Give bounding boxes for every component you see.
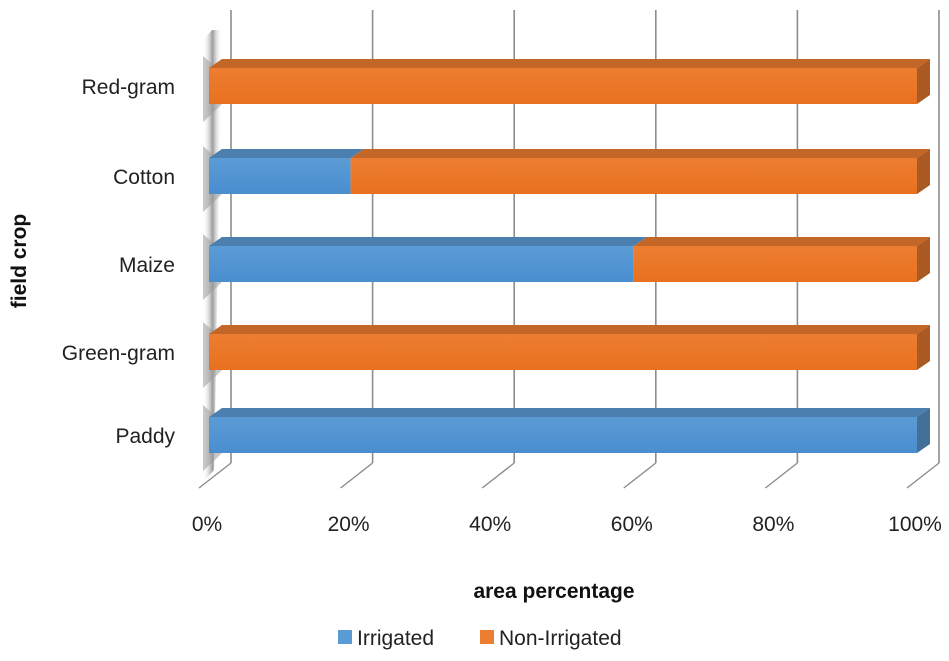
- bar-front-face: [633, 246, 917, 282]
- y-axis-title: field crop: [8, 214, 31, 309]
- bar-end-face-paddy: [917, 408, 930, 453]
- bar-top-face: [209, 408, 930, 417]
- x-axis-title: area percentage: [473, 580, 634, 603]
- floor-line: [764, 462, 798, 489]
- legend-item-irrigated: Irrigated: [338, 627, 434, 650]
- x-tick-label: 20%: [328, 513, 370, 536]
- bar-end-face-maize: [917, 237, 930, 282]
- bar-end-face-red-gram: [917, 59, 930, 104]
- floor-line: [340, 462, 374, 489]
- legend-label: Irrigated: [357, 627, 434, 650]
- legend-swatch: [480, 630, 494, 644]
- floor-line: [481, 462, 515, 489]
- bars: [209, 59, 931, 453]
- x-tick-label: 80%: [752, 513, 794, 536]
- floor-line: [906, 462, 940, 489]
- bar-non-irrigated-green-gram: [209, 325, 930, 370]
- bar-non-irrigated-red-gram: [209, 59, 930, 104]
- y-tick-label-paddy: Paddy: [115, 425, 175, 448]
- bar-front-face: [209, 158, 351, 194]
- bar-top-face: [633, 237, 930, 246]
- bar-irrigated-cotton: [209, 149, 364, 194]
- bar-front-face: [209, 334, 917, 370]
- x-axis-ticks: 0% 20% 40% 60% 80% 100%: [192, 513, 942, 536]
- floor-line: [623, 462, 657, 489]
- y-axis-ticks: Paddy Green-gram Maize Cotton Red-gram: [62, 76, 176, 448]
- y-tick-label-red-gram: Red-gram: [82, 76, 175, 99]
- bar-front-face: [209, 417, 917, 453]
- bar-irrigated-maize: [209, 237, 647, 282]
- y-tick-label-maize: Maize: [119, 254, 175, 277]
- legend-label: Non-Irrigated: [499, 627, 622, 650]
- x-tick-label: 0%: [192, 513, 222, 536]
- bar-non-irrigated-cotton: [350, 149, 931, 194]
- bar-non-irrigated-maize: [633, 237, 930, 282]
- bar-top-face: [209, 325, 930, 334]
- y-tick-label-green-gram: Green-gram: [62, 342, 175, 365]
- bar-front-face: [350, 158, 918, 194]
- bar-top-face: [209, 59, 930, 68]
- bar-irrigated-paddy: [209, 408, 930, 453]
- bar-top-face: [350, 149, 931, 158]
- bar-end-face-cotton: [917, 149, 930, 194]
- bar-top-face: [209, 149, 364, 158]
- bar-end-face-green-gram: [917, 325, 930, 370]
- legend-item-non-irrigated: Non-Irrigated: [480, 627, 622, 650]
- bar-front-face: [209, 246, 634, 282]
- bar-top-face: [209, 237, 647, 246]
- x-tick-label: 40%: [469, 513, 511, 536]
- floor-line: [198, 462, 232, 489]
- legend-swatch: [338, 630, 352, 644]
- bar-front-face: [209, 68, 917, 104]
- legend: Irrigated Non-Irrigated: [338, 627, 622, 650]
- x-tick-label: 100%: [888, 513, 942, 536]
- y-tick-label-cotton: Cotton: [113, 166, 175, 189]
- x-tick-label: 60%: [611, 513, 653, 536]
